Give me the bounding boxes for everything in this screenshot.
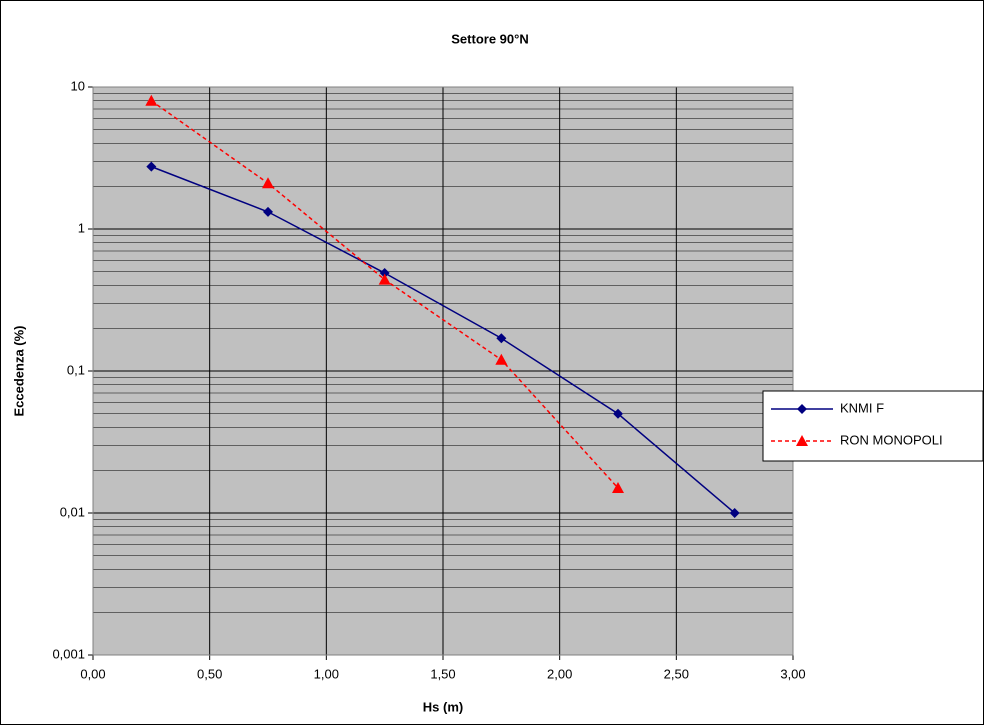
marker [729,508,740,518]
series-line [151,165,736,514]
y-tick-label: 1 [78,220,85,235]
y-tick-label: 0,001 [52,646,85,661]
y-tick-label: 0,01 [60,504,85,519]
marker [612,481,624,493]
x-axis-label: Hs (m) [423,699,463,714]
marker [796,435,808,446]
x-tick-label: 3,00 [780,666,805,681]
x-tick-label: 1,00 [314,666,339,681]
y-tick-label: 10 [71,78,85,93]
marker [146,161,157,172]
x-tick-label: 0,50 [197,666,222,681]
legend [762,390,984,462]
marker [613,408,623,419]
marker [495,353,508,365]
y-axis-label: Eccedenza (%) [11,325,26,416]
chart-title: Settore 90°N [451,31,528,46]
marker [496,333,507,344]
x-tick-label: 2,50 [664,666,689,681]
marker [379,267,390,278]
x-tick-label: 2,00 [547,666,572,681]
y-tick-label: 0,1 [67,362,85,377]
x-tick-label: 0,00 [80,666,105,681]
marker [797,404,807,414]
plot-border [92,86,794,656]
marker [145,94,158,106]
x-tick-label: 1,50 [430,666,455,681]
legend-label: RON MONOPOLI [840,432,943,447]
marker [263,206,273,217]
marker [378,273,391,285]
legend-label: KNMI F [840,400,884,415]
marker [262,177,274,189]
